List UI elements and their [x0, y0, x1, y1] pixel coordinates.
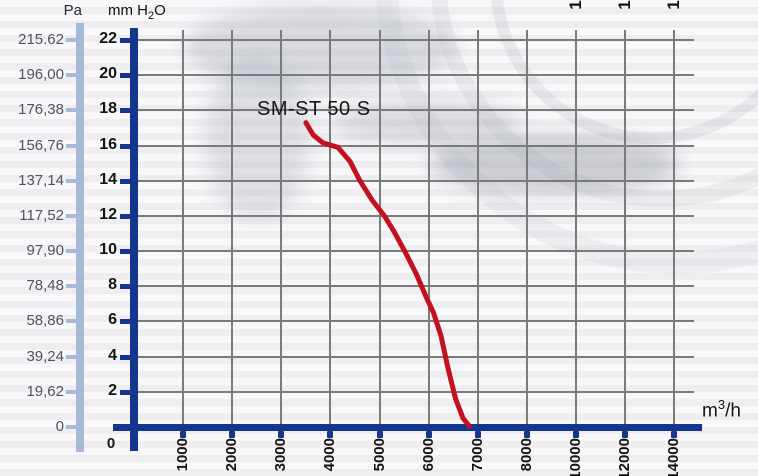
- pa-axis-tick: [66, 108, 77, 113]
- mm-axis-tick: [120, 143, 131, 149]
- pa-axis-tick: [66, 354, 77, 359]
- x-axis-tick: [327, 431, 334, 438]
- mm-axis-tick: [120, 73, 131, 79]
- pa-axis-label: 215.62: [18, 31, 64, 49]
- pa-axis-tick: [66, 389, 77, 394]
- pa-axis-tick: [66, 178, 77, 183]
- cropped-label-fragment: 1: [615, 0, 634, 10]
- mm-axis-title-post: O: [154, 2, 166, 19]
- vertical-gridline: [673, 30, 676, 424]
- mm-axis-tick: [120, 108, 131, 114]
- mm-axis-tick: [120, 284, 131, 290]
- flow-unit-label: m3/h: [702, 397, 741, 422]
- x-axis-tick: [572, 431, 579, 438]
- pa-axis-tick: [66, 284, 77, 289]
- pa-axis-label: 137,14: [18, 171, 64, 189]
- vertical-gridline: [231, 30, 234, 424]
- cropped-label-fragment: 1: [664, 0, 684, 10]
- mm-axis-label: 8: [108, 276, 117, 294]
- pa-axis-tick: [66, 213, 77, 218]
- x-axis-tick: [671, 431, 678, 438]
- horizontal-gridline: [138, 74, 694, 77]
- flow-unit-post: /h: [725, 400, 741, 422]
- vertical-gridline: [280, 30, 283, 424]
- mm-axis-title: mm H2O: [108, 2, 166, 22]
- origin-zero-label: 0: [106, 435, 116, 452]
- vertical-gridline: [624, 30, 626, 424]
- vertical-gridline: [182, 30, 185, 424]
- x-axis-tick: [523, 431, 530, 438]
- mm-axis-label: 2: [108, 381, 117, 399]
- pa-axis-label: 117,52: [19, 206, 64, 224]
- x-axis-line: [113, 424, 702, 431]
- vertical-gridline: [574, 30, 577, 424]
- vertical-gridline: [476, 30, 479, 424]
- pa-axis-label: 19,62: [26, 382, 64, 400]
- pa-axis-tick: [66, 425, 77, 429]
- mm-axis-tick: [120, 249, 131, 255]
- mm-axis-tick: [120, 178, 131, 184]
- pa-axis-label: 78,48: [26, 277, 64, 295]
- pa-axis-tick: [66, 319, 77, 324]
- flow-unit-base: m: [702, 400, 718, 422]
- pa-scale-bar: [76, 23, 84, 452]
- pa-axis-label: 156,76: [18, 136, 64, 154]
- horizontal-gridline: [138, 109, 694, 112]
- cropped-label-fragment: 1: [565, 0, 585, 10]
- mm-axis-label: 16: [99, 135, 117, 153]
- pa-axis-tick: [66, 143, 77, 148]
- x-axis-tick: [474, 431, 481, 438]
- mm-axis-label: 12: [99, 205, 117, 223]
- pa-axis-tick: [66, 38, 77, 43]
- mm-axis-label: 14: [99, 170, 117, 188]
- horizontal-gridline: [138, 39, 694, 42]
- x-axis-tick: [180, 431, 187, 438]
- mm-axis-label: 10: [99, 241, 117, 259]
- x-axis-tick: [425, 431, 432, 438]
- mm-axis-tick: [120, 38, 131, 44]
- curve-label: SM-ST 50 S: [257, 98, 371, 120]
- mm-axis-label: 18: [99, 100, 117, 118]
- pa-axis-label: 196,00: [18, 66, 64, 84]
- mm-axis-label: 4: [108, 346, 117, 364]
- pa-axis-label: 39,24: [26, 347, 64, 365]
- y-axis-line: [130, 28, 138, 451]
- mm-axis-label: 6: [108, 311, 117, 329]
- x-axis-tick: [229, 431, 236, 438]
- pa-axis-label: 0: [55, 418, 64, 435]
- mm-axis-tick: [120, 319, 131, 325]
- mm-axis-tick: [120, 354, 131, 360]
- pa-axis-label: 176,38: [18, 101, 64, 119]
- pa-axis-title: Pa: [63, 2, 82, 19]
- x-axis-tick: [278, 431, 285, 438]
- mm-axis-tick: [120, 213, 131, 219]
- pa-axis-label: 58,86: [26, 312, 64, 330]
- pa-axis-label: 97,90: [26, 242, 64, 260]
- mm-axis-tick: [120, 389, 131, 395]
- mm-axis-label: 20: [99, 65, 117, 83]
- flow-unit-sup: 3: [717, 397, 726, 412]
- mm-axis-title-text: mm H: [108, 2, 148, 19]
- x-axis-tick: [622, 431, 628, 438]
- vertical-gridline: [525, 30, 528, 424]
- x-axis-tick: [376, 431, 383, 438]
- pa-axis-tick: [66, 249, 77, 254]
- mm-axis-label: 22: [99, 30, 117, 48]
- pa-axis-tick: [66, 73, 77, 78]
- mm-axis-title-sub: 2: [148, 10, 155, 22]
